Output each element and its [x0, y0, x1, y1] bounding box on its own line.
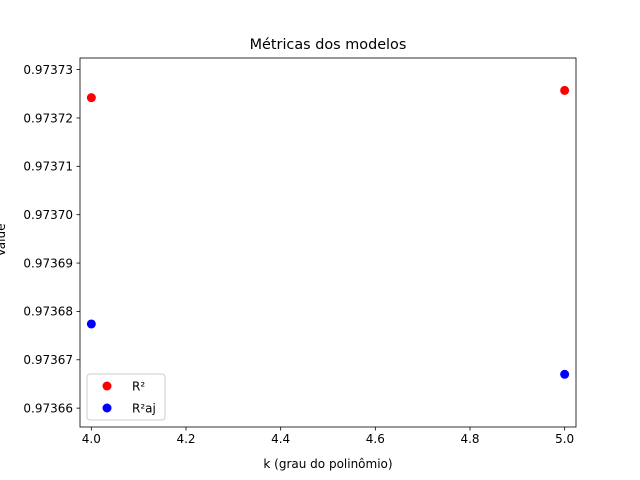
y-tick-label: 0.97367 [23, 353, 73, 367]
y-axis-ticks: 0.97366 0.97367 0.97368 0.97369 0.97370 0.973… [23, 63, 80, 415]
x-tick-label: 5.0 [555, 432, 574, 446]
x-tick-label: 4.2 [176, 432, 195, 446]
y-tick-label: 0.97366 [23, 401, 73, 415]
y-tick-label: 0.97372 [23, 111, 73, 125]
y-tick-label: 0.97370 [23, 208, 73, 222]
y-tick-label: 0.97371 [23, 160, 73, 174]
data-point [560, 369, 570, 379]
legend-label: R²aj [132, 401, 156, 415]
y-axis-label: Value [0, 224, 8, 257]
x-tick-label: 4.0 [82, 432, 101, 446]
legend-marker [102, 381, 112, 391]
x-axis-label: k (grau do polinômio) [263, 457, 392, 471]
y-tick-label: 0.97369 [23, 256, 73, 270]
data-point [86, 319, 96, 329]
x-axis-ticks: 4.0 4.2 4.4 4.6 4.8 5.0 [82, 427, 574, 446]
legend: R² R²aj [86, 373, 166, 421]
legend-marker [102, 403, 112, 413]
legend-label: R² [132, 379, 145, 393]
plot-frame [79, 57, 577, 428]
data-point [560, 85, 570, 95]
y-tick-label: 0.97373 [23, 63, 73, 77]
plot-area [79, 57, 577, 428]
x-tick-label: 4.6 [366, 432, 385, 446]
x-tick-label: 4.4 [271, 432, 290, 446]
data-points [86, 85, 570, 379]
x-tick-label: 4.8 [460, 432, 479, 446]
chart-title: Métricas dos modelos [250, 37, 407, 53]
y-tick-label: 0.97368 [23, 305, 73, 319]
data-point [86, 93, 96, 103]
